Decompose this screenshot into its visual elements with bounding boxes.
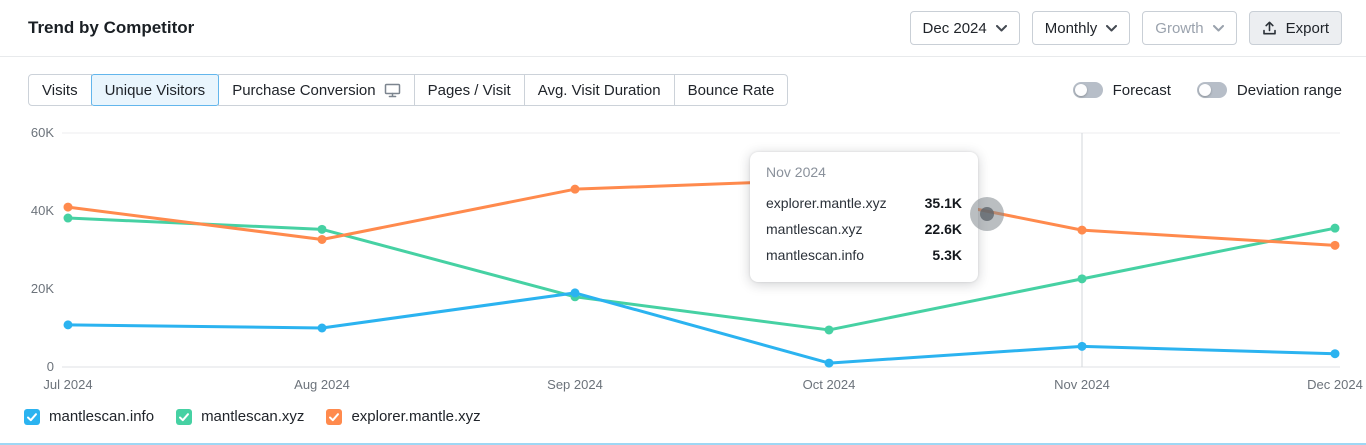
metric-tab-group: Visits Unique Visitors Purchase Conversi… (28, 74, 789, 106)
check-icon (179, 412, 190, 421)
tab-pages-per-visit[interactable]: Pages / Visit (413, 74, 525, 106)
toggle-switch (1072, 82, 1103, 98)
export-button[interactable]: Export (1248, 11, 1342, 45)
metric-dropdown[interactable]: Growth (1142, 11, 1237, 45)
trend-chart[interactable]: 60K 40K 20K 0 Jul 2024 Aug 2024 Sep 2024… (0, 118, 1366, 400)
tooltip-row: explorer.mantle.xyz 35.1K (766, 190, 962, 216)
tab-label: Unique Visitors (104, 81, 206, 99)
x-axis-tick: Aug 2024 (294, 377, 350, 392)
export-icon (1262, 21, 1276, 34)
y-axis-tick: 0 (46, 359, 54, 374)
tab-label: Visits (42, 81, 78, 99)
tooltip-series-value: 5.3K (932, 247, 962, 263)
y-axis-tick: 40K (30, 203, 54, 218)
legend-item-mantlescan-xyz[interactable]: mantlescan.xyz (176, 408, 304, 425)
tab-label: Pages / Visit (427, 81, 511, 99)
export-label: Export (1285, 19, 1329, 37)
granularity-dropdown-value: Monthly (1044, 19, 1098, 37)
metric-tabs-row: Visits Unique Visitors Purchase Conversi… (0, 57, 1366, 106)
tab-unique-visitors[interactable]: Unique Visitors (90, 74, 220, 106)
legend-label: mantlescan.xyz (201, 408, 305, 425)
toggle-label: Deviation range (1236, 81, 1342, 99)
legend-checkbox[interactable] (176, 408, 193, 425)
bottom-edge-line (0, 443, 1366, 445)
legend-checkbox[interactable] (326, 408, 343, 425)
chart-tooltip: Nov 2024 explorer.mantle.xyz 35.1K mantl… (750, 152, 978, 282)
toggle-switch (1196, 82, 1227, 98)
tab-avg-visit-duration[interactable]: Avg. Visit Duration (523, 74, 675, 106)
tooltip-series-label: mantlescan.info (766, 247, 865, 263)
check-icon (27, 412, 37, 421)
chevron-down-icon (1106, 24, 1118, 31)
deviation-range-toggle[interactable]: Deviation range (1196, 81, 1342, 99)
forecast-toggle[interactable]: Forecast (1072, 81, 1171, 99)
header: Trend by Competitor Dec 2024 Monthly Gro… (0, 0, 1366, 57)
x-axis-tick: Sep 2024 (547, 377, 603, 392)
chevron-down-icon (1212, 24, 1224, 31)
tab-label: Avg. Visit Duration (537, 81, 661, 99)
page-title: Trend by Competitor (28, 18, 195, 37)
check-icon (329, 412, 340, 421)
monitor-icon (384, 83, 400, 97)
tab-label: Bounce Rate (687, 81, 775, 99)
metric-dropdown-value: Growth (1155, 19, 1204, 37)
date-dropdown-value: Dec 2024 (922, 19, 987, 37)
legend-label: explorer.mantle.xyz (351, 408, 481, 425)
legend-checkbox[interactable] (24, 408, 40, 425)
x-axis-tick: Nov 2024 (1054, 377, 1110, 392)
granularity-dropdown[interactable]: Monthly (1031, 11, 1131, 45)
chevron-down-icon (995, 24, 1007, 31)
tab-visits[interactable]: Visits (28, 74, 92, 106)
tooltip-title: Nov 2024 (766, 164, 826, 180)
hover-point-halo (970, 197, 1004, 231)
tab-purchase-conversion[interactable]: Purchase Conversion (218, 74, 415, 106)
legend-item-explorer-mantle-xyz[interactable]: explorer.mantle.xyz (326, 408, 481, 425)
x-axis-tick: Dec 2024 (1307, 377, 1363, 392)
tooltip-row: mantlescan.info 5.3K (766, 242, 962, 268)
tab-label: Purchase Conversion (232, 81, 376, 99)
toggle-label: Forecast (1112, 81, 1171, 99)
date-dropdown[interactable]: Dec 2024 (909, 11, 1020, 45)
chart-canvas[interactable] (0, 118, 1366, 400)
y-axis-tick: 60K (30, 125, 54, 140)
x-axis-tick: Jul 2024 (43, 377, 93, 392)
legend-item-mantlescan-info[interactable]: mantlescan.info (24, 408, 154, 425)
tooltip-series-value: 35.1K (924, 195, 962, 211)
x-axis-tick: Oct 2024 (802, 377, 856, 392)
tooltip-series-label: mantlescan.xyz (766, 221, 863, 237)
chart-toggles: Forecast Deviation range (1072, 81, 1342, 99)
legend-label: mantlescan.info (49, 408, 155, 425)
chart-legend: mantlescan.info mantlescan.xyz explorer.… (24, 408, 481, 425)
tooltip-row: mantlescan.xyz 22.6K (766, 216, 962, 242)
tooltip-series-label: explorer.mantle.xyz (766, 195, 887, 211)
tooltip-series-value: 22.6K (924, 221, 962, 237)
header-controls: Dec 2024 Monthly Growth Export (909, 11, 1342, 45)
y-axis-tick: 20K (30, 281, 54, 296)
tab-bounce-rate[interactable]: Bounce Rate (673, 74, 789, 106)
